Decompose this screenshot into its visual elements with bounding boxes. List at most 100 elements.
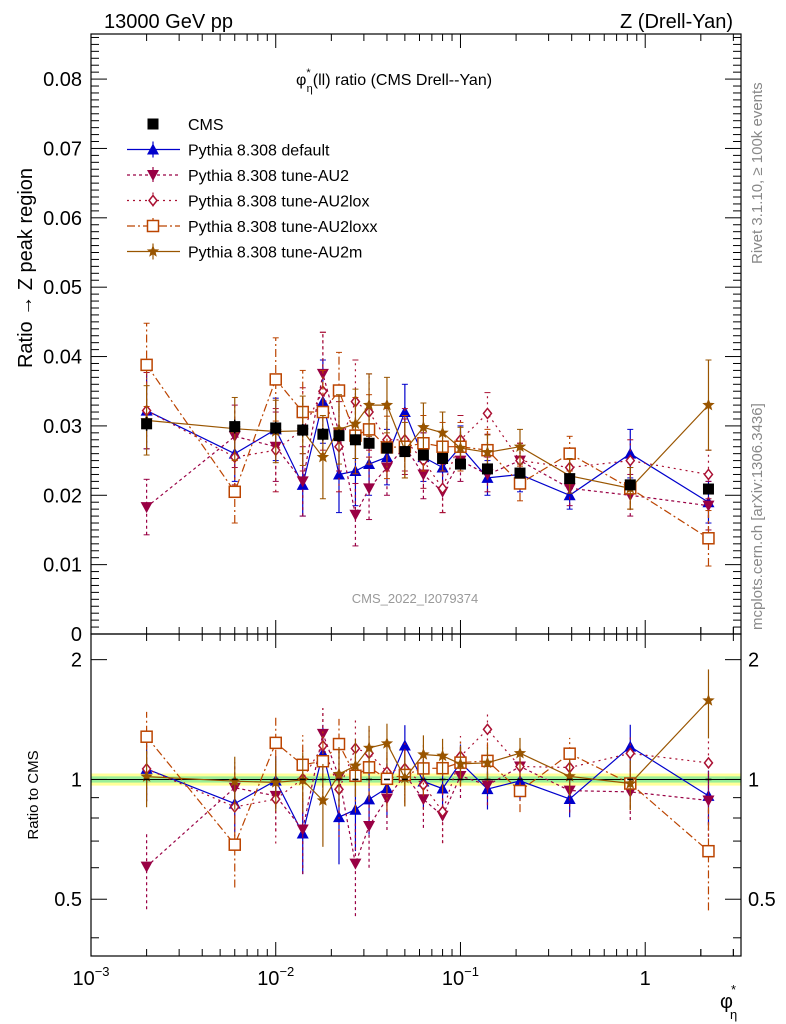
ratio-point — [316, 794, 330, 806]
ratio-point — [380, 737, 394, 749]
x-tick-base: 10 — [257, 968, 279, 990]
cms-point — [437, 453, 449, 465]
legend-marker — [146, 245, 160, 257]
legend-label: Pythia 8.308 tune-AU2m — [188, 245, 362, 262]
data-point — [228, 485, 242, 499]
data-point — [702, 532, 715, 545]
ratio-point — [563, 769, 576, 782]
y-tick-label: 0.03 — [43, 416, 82, 438]
header-right: Z (Drell-Yan) — [620, 11, 733, 33]
cms-point — [624, 479, 636, 491]
y-tick-label: 0.07 — [43, 138, 82, 160]
cms-point — [229, 421, 241, 433]
data-point — [380, 398, 394, 411]
y-tick-label: 0.05 — [43, 277, 82, 299]
ratio-point — [625, 747, 636, 760]
xlabel-main: φ — [720, 991, 733, 1013]
side-label-rivet: Rivet 3.1.10, ≥ 100k events — [749, 82, 766, 264]
cms-point — [481, 463, 493, 475]
legend-label: Pythia 8.308 default — [188, 143, 330, 160]
ratio-tick-label-right: 2 — [748, 650, 759, 672]
ratio-point — [702, 694, 715, 706]
ratio-point — [437, 805, 448, 818]
data-point — [513, 440, 527, 452]
watermark: CMS_2022_I2079374 — [352, 591, 479, 606]
plot-title: φ* η(ll) ratio (CMS Drell--Yan) — [296, 67, 492, 95]
ratio-tick-label-right: 0.5 — [748, 889, 776, 911]
series-layer — [140, 322, 715, 917]
x-tick-base: 10 — [72, 968, 94, 990]
ratio-point — [436, 749, 449, 762]
data-point — [702, 500, 715, 512]
series-2 — [140, 331, 715, 917]
data-point — [436, 426, 449, 439]
axes: 10−3 10−2 10−1 100.010.020.030.040.050.060.… — [43, 33, 776, 990]
legend-label: Pythia 8.308 tune-AU2lox — [188, 194, 369, 211]
cms-point — [141, 418, 153, 430]
ratio-point — [702, 844, 715, 858]
ratio-point — [140, 770, 153, 782]
data-point — [624, 447, 637, 459]
ratio-point — [332, 811, 345, 823]
x-tick-base: 10 — [442, 968, 464, 990]
data-point — [269, 373, 282, 386]
series-ratio-line — [146, 700, 709, 802]
ratio-point — [702, 795, 715, 807]
ratio-point — [513, 784, 527, 798]
xlabel-sup: * — [731, 982, 736, 997]
xlabel-sub: η — [730, 1007, 737, 1022]
header-left: 13000 GeV pp — [104, 11, 233, 33]
ratio-point — [362, 741, 376, 754]
ratio-point — [703, 756, 714, 770]
legend-entry-2: Pythia 8.308 default — [127, 141, 330, 160]
cms-point — [514, 467, 526, 479]
ratio-y-axis-label: Ratio to CMS — [25, 750, 42, 839]
x-tick-exponent: −2 — [279, 964, 294, 979]
ratio-frame — [90, 633, 742, 957]
y-tick-label: 0.08 — [43, 69, 82, 91]
ratio-point — [513, 746, 527, 759]
ratio-point — [417, 794, 430, 806]
ratio-point — [398, 771, 411, 784]
ratio-point — [481, 780, 494, 792]
ratio-point — [454, 757, 467, 770]
cms-point — [270, 422, 282, 434]
ratio-point — [417, 748, 430, 760]
ratio-point — [228, 838, 242, 851]
cms-point — [333, 430, 345, 442]
ratio-tick-label-right: 1 — [748, 769, 759, 791]
ratio-point — [140, 730, 153, 743]
x-tick-exponent: −1 — [464, 964, 479, 979]
ratio-point — [140, 861, 153, 873]
series-cms-data — [141, 416, 714, 781]
ratio-point — [332, 767, 346, 780]
ratio-plot-area — [91, 773, 741, 786]
data-point — [317, 385, 328, 398]
data-point — [454, 441, 467, 454]
data-point — [349, 417, 362, 430]
legend: CMS Pythia 8.308 default Pythia 8.308 tune… — [127, 117, 377, 262]
ratio-point — [624, 740, 637, 752]
y-tick-label: 0.01 — [43, 555, 82, 577]
ratio-point — [349, 858, 362, 870]
legend-entry-3: Pythia 8.308 tune-AU2 — [127, 167, 349, 185]
series-ratio-line — [146, 728, 709, 813]
legend-entry-5: Pythia 8.308 tune-AU2loxx — [127, 218, 377, 236]
title-sub: η — [307, 83, 313, 95]
cms-point — [454, 458, 466, 470]
data-point — [332, 422, 346, 435]
data-point — [482, 407, 493, 420]
y-tick-label: 0.06 — [43, 208, 82, 230]
cms-point — [702, 483, 714, 495]
legend-marker — [147, 170, 159, 181]
legend-marker — [146, 219, 160, 233]
data-point — [380, 462, 393, 474]
legend-marker — [148, 194, 158, 207]
ratio-point — [296, 824, 309, 836]
ratio-tick-label: 0.5 — [54, 889, 82, 911]
ratio-point — [514, 774, 526, 786]
title-rest: (ll) ratio (CMS Drell--Yan) — [313, 72, 492, 89]
data-point — [349, 509, 362, 521]
x-tick-label: 10−3 — [72, 964, 109, 990]
